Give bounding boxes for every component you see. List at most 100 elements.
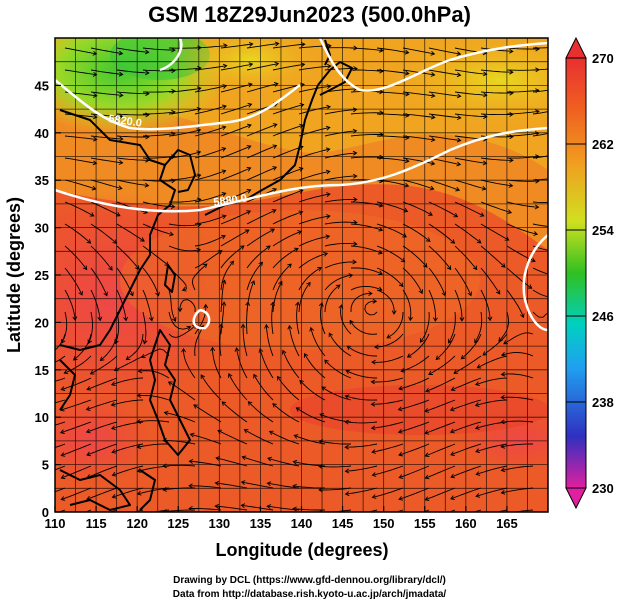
streamline-arrow (144, 182, 150, 188)
streamline (376, 245, 405, 263)
streamline-arrow (223, 43, 228, 49)
streamline (428, 69, 461, 76)
streamline (288, 325, 300, 357)
streamline-arrow (140, 353, 146, 359)
colorbar-tick-label: 230 (592, 481, 614, 496)
streamline-arrow (258, 348, 264, 353)
streamline-arrow (246, 166, 252, 172)
streamline (190, 433, 222, 445)
x-tick-label: 110 (45, 516, 66, 531)
streamline (142, 47, 175, 51)
streamline-arrow (247, 102, 253, 108)
streamline-arrow (93, 136, 98, 142)
streamline (141, 348, 170, 358)
streamline-arrow (561, 175, 565, 179)
streamline-arrow (398, 385, 403, 391)
x-tick-label: 145 (332, 516, 354, 531)
streamline-arrow (561, 45, 565, 49)
streamline (241, 504, 274, 511)
streamline (168, 198, 201, 203)
streamline-arrow (319, 413, 325, 418)
streamline-arrow (349, 319, 355, 325)
streamline (183, 348, 196, 379)
streamline-arrow (99, 356, 105, 362)
streamline (64, 223, 91, 244)
streamline (90, 289, 101, 321)
streamline-arrow (303, 352, 309, 358)
streamline (454, 69, 487, 75)
streamline (350, 285, 382, 291)
streamline (61, 443, 92, 457)
streamline-arrow (453, 212, 459, 218)
streamline (194, 304, 207, 335)
streamline-arrow (246, 210, 252, 215)
streamline (272, 281, 283, 313)
streamline (435, 333, 456, 360)
streamline-arrow (222, 63, 228, 69)
streamline-arrow (326, 214, 331, 219)
streamline-arrow (217, 429, 223, 435)
streamline (126, 333, 144, 360)
streamline-arrow (34, 404, 38, 408)
credit-data: Data from http://database.rish.kyoto-u.a… (172, 589, 447, 600)
x-tick-label: 125 (167, 516, 189, 531)
streamline (64, 289, 76, 321)
streamline (259, 348, 274, 379)
streamline-arrow (118, 50, 124, 56)
streamline-arrow (221, 234, 226, 240)
streamline-arrow (221, 125, 227, 131)
streamline-arrow (504, 236, 510, 241)
streamline-arrow (148, 316, 154, 322)
streamline-arrow (475, 493, 481, 498)
streamline-arrow (482, 160, 488, 166)
streamline-arrow (162, 487, 167, 492)
streamline-arrow (430, 114, 436, 120)
streamline-arrow (274, 61, 280, 67)
streamline (324, 221, 357, 225)
streamline-arrow (117, 185, 123, 191)
streamline (453, 355, 482, 374)
x-tick-label: 130 (208, 516, 230, 531)
streamline-arrow (298, 189, 304, 194)
y-tick-label: 15 (35, 363, 49, 378)
streamline (116, 91, 149, 95)
streamline-arrow (400, 257, 406, 263)
streamline (298, 45, 331, 49)
streamline-arrow (188, 506, 193, 511)
streamline-arrow (560, 295, 564, 299)
streamline (371, 421, 404, 429)
streamline (168, 67, 201, 71)
streamline (244, 429, 274, 445)
streamline (168, 324, 197, 338)
streamline-arrow (196, 173, 202, 179)
streamline-arrow (476, 364, 482, 369)
streamline (194, 170, 226, 181)
streamline-arrow (181, 347, 186, 353)
streamline-arrow (561, 250, 565, 254)
streamline-arrow (270, 301, 276, 307)
streamline-arrow (448, 338, 453, 344)
streamline-arrow (266, 481, 272, 487)
streamline-arrow (293, 434, 299, 439)
streamline-arrow (404, 158, 410, 164)
streamline-arrow (266, 245, 271, 250)
streamline-arrow (328, 332, 333, 338)
colorbar-tick-label: 254 (592, 223, 614, 238)
streamline (507, 89, 539, 93)
streamline-arrow (326, 104, 331, 110)
streamline-arrow (162, 463, 167, 469)
streamline-arrow (300, 82, 305, 88)
streamline-arrow (239, 245, 245, 250)
streamline (61, 377, 92, 391)
streamline (114, 355, 144, 371)
streamline (304, 353, 326, 379)
streamline-arrow (60, 496, 66, 501)
streamline (90, 157, 123, 164)
streamline (220, 260, 234, 291)
streamline-arrow (398, 451, 404, 457)
streamline (132, 509, 144, 512)
streamline-arrow (272, 403, 277, 408)
streamline-arrow (500, 467, 506, 473)
streamline-arrow (344, 468, 350, 474)
streamline-arrow (474, 402, 480, 408)
